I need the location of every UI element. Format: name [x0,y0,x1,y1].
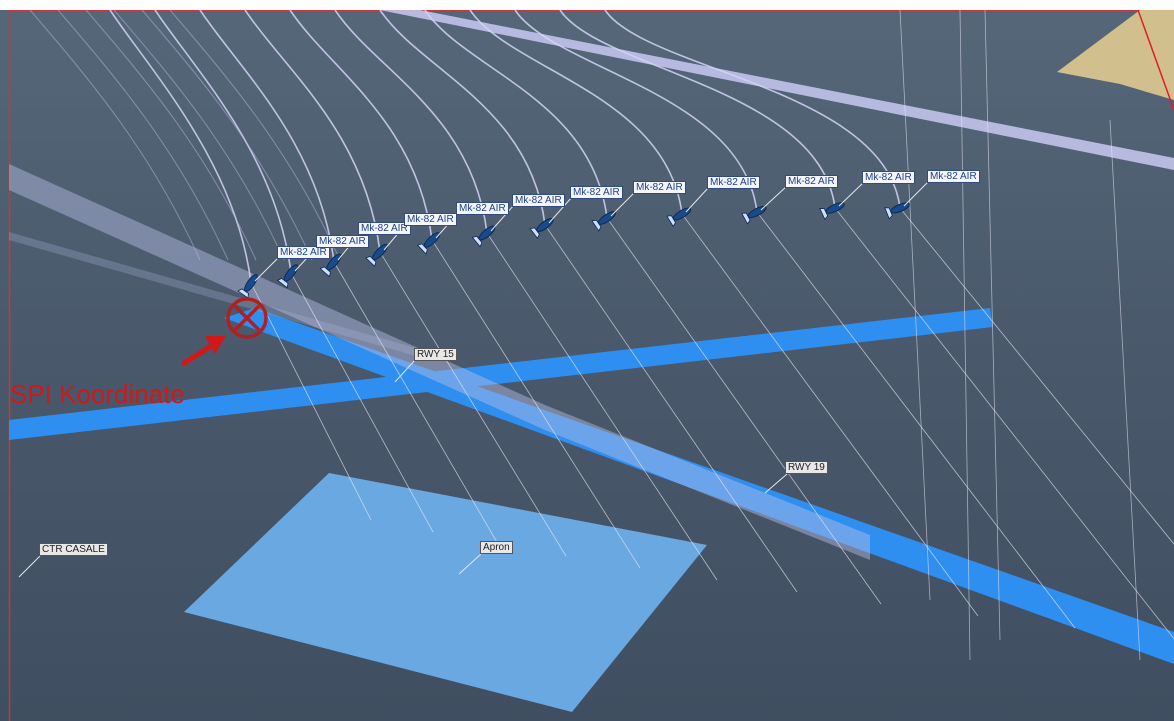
trajectory-line [85,9,257,261]
apron-label[interactable]: Apron [480,541,513,554]
drop-line [606,217,882,605]
bomb-icon[interactable] [365,241,391,267]
weapon-label[interactable]: Mk-82 AIR [456,202,509,215]
drop-line [984,9,1001,641]
trajectory-line [289,9,433,241]
drop-line [834,207,1174,640]
ctr-leader [18,555,41,578]
drop-line [756,211,1076,629]
weapon-label[interactable]: Mk-82 AIR [927,170,980,183]
weapon-leader-line [760,185,788,211]
weapon-leader-line [685,186,710,213]
trajectory-line [604,9,901,209]
weapon-leader-line [548,196,573,224]
bomb-icon[interactable] [319,251,345,278]
trajectory-line [29,9,201,261]
weapon-label[interactable]: Mk-82 AIR [358,222,411,235]
trajectory-line [154,9,292,274]
spi-arrow-icon [181,336,226,366]
drop-line [250,282,372,521]
flight-path-band [9,164,870,560]
weapon-label[interactable]: Mk-82 AIR [316,235,369,248]
trajectory-line [57,9,229,261]
trajectory-line [379,9,546,226]
rwy15-leader [394,359,416,383]
trajectory-line [199,9,335,263]
impact-drop-lines [250,9,1174,661]
trajectory-line [141,9,313,261]
drop-line [1109,119,1141,661]
drop-line [544,224,798,593]
weapon-label[interactable]: Mk-82 AIR [512,194,565,207]
drop-line [899,207,1174,545]
runway-15[interactable] [9,308,993,440]
weapon-label[interactable]: Mk-82 AIR [570,186,623,199]
drop-line [379,251,567,557]
weapon-leader-line [838,181,865,207]
bomb-icon[interactable] [416,229,444,255]
bomb-icon[interactable] [529,214,556,239]
trajectory-line [334,9,488,234]
trajectory-line [559,9,836,209]
weapon-leader-line [610,191,636,217]
release-path-band [380,10,1174,170]
weapon-label[interactable]: Mk-82 AIR [633,181,686,194]
drop-line [486,232,718,581]
weapon-leader-line [254,256,280,282]
trajectory-line [514,9,758,213]
weapon-leader-line [490,204,515,232]
bomb-icon[interactable] [276,261,302,289]
trajectory-line [424,9,608,219]
drop-line [431,239,641,569]
bomb-icon[interactable] [471,222,498,248]
weapon-label[interactable]: Mk-82 AIR [707,176,760,189]
rwy19-leader [764,473,788,494]
spi-marker-icon[interactable] [226,297,268,339]
field-area [1057,10,1174,100]
flight-path-band-faint [9,232,430,360]
weapon-label[interactable]: Mk-82 AIR [785,175,838,188]
trajectory-line [113,9,285,261]
weapon-label[interactable]: Mk-82 AIR [404,213,457,226]
weapon-label[interactable]: Mk-82 AIR [277,246,330,259]
rwy15-label[interactable]: RWY 15 [414,348,457,361]
trajectory-line [244,9,381,253]
rwy19-label[interactable]: RWY 19 [785,461,828,474]
apron-area[interactable] [184,473,707,712]
drop-line [959,9,971,661]
trajectory-line [169,9,341,261]
apron-leader [458,553,482,575]
drop-line [290,272,434,533]
trajectory-line [109,9,252,284]
runway-19[interactable] [224,308,1174,664]
weapon-label[interactable]: Mk-82 AIR [862,171,915,184]
spi-coordinate-caption: SPI Koordinate [10,379,185,409]
sky-border [0,0,1174,10]
trajectory-line [469,9,683,215]
bomb-trajectories [29,9,901,284]
boundary-line [1137,9,1174,111]
drop-line [899,9,931,601]
ctr-casale-label[interactable]: CTR CASALE [39,543,108,556]
weapon-leader-line [903,180,930,207]
drop-line [681,213,979,617]
drop-line [333,261,499,545]
